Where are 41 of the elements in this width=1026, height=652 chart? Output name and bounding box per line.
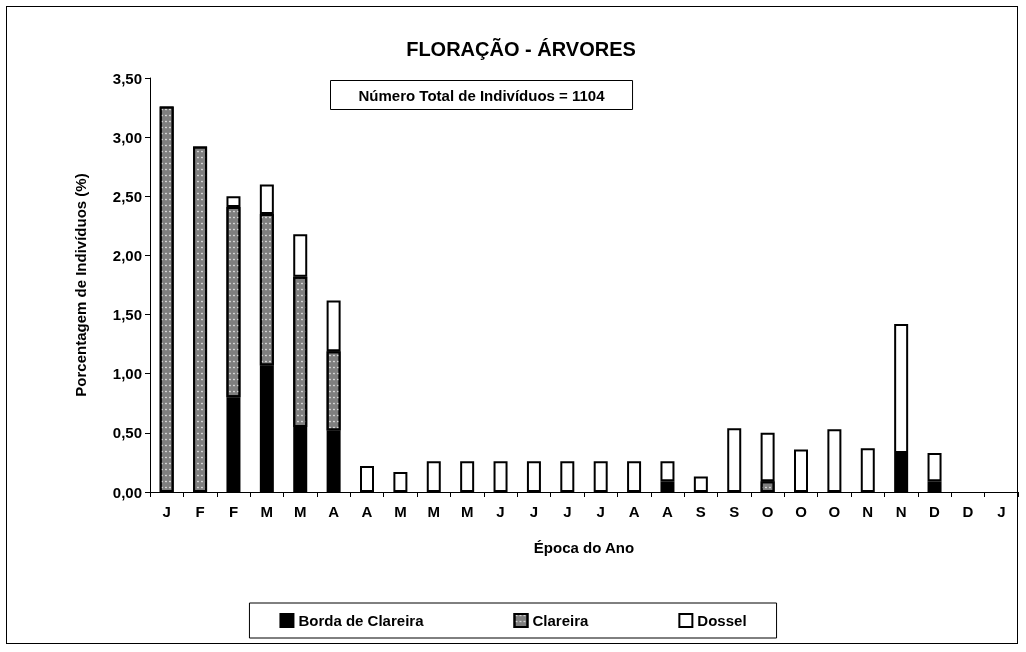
x-tick-label: O <box>761 503 774 520</box>
x-tick-label: A <box>328 503 340 520</box>
y-axis-title: Porcentagem de Indivíduos (%) <box>72 173 89 397</box>
x-tick-label: M <box>293 503 307 520</box>
x-tick-label: O <box>795 503 808 520</box>
legend-label: Clareira <box>532 612 590 629</box>
x-tick-label: D <box>962 503 974 520</box>
y-tick-label: 2,50 <box>112 187 142 205</box>
x-tick-label: J <box>496 503 505 520</box>
x-tick-label: F <box>228 503 239 520</box>
x-tick-label: N <box>895 503 907 520</box>
legend-label: Dossel <box>697 612 747 629</box>
chart-title: FLORAÇÃO - ÁRVORES <box>406 38 636 60</box>
x-tick-label: S <box>695 503 706 520</box>
y-tick-label: 0,00 <box>112 483 142 501</box>
x-tick-label: J <box>596 503 605 520</box>
x-tick-label: J <box>529 503 539 520</box>
y-tick-label: 3,00 <box>112 128 142 146</box>
x-tick-label: M <box>460 503 474 520</box>
x-tick-label: J <box>997 503 1006 520</box>
legend-label: Borda de Clareira <box>298 612 425 629</box>
x-tick-label: F <box>195 503 205 520</box>
x-axis-title: Época do Ano <box>533 539 635 556</box>
x-tick-label: N <box>862 503 874 520</box>
x-tick-label: A <box>628 503 640 520</box>
x-tick-label: D <box>929 503 941 520</box>
x-tick-label: M <box>394 503 407 520</box>
y-tick-label: 1,00 <box>112 365 142 383</box>
x-tick-label: A <box>361 503 373 520</box>
x-tick-label: M <box>260 503 274 520</box>
y-tick-label: 0,50 <box>112 424 142 442</box>
x-tick-label: S <box>729 503 740 520</box>
x-tick-label: J <box>162 503 171 520</box>
x-tick-label: M <box>427 503 441 520</box>
annotation: Número Total de Indivíduos = 1104 <box>358 86 606 104</box>
x-tick-label: A <box>662 503 674 520</box>
y-tick-label: 3,50 <box>112 69 142 87</box>
x-tick-label: J <box>563 503 572 520</box>
y-tick-label: 1,50 <box>112 306 142 324</box>
y-tick-label: 2,00 <box>112 246 142 264</box>
x-tick-label: O <box>828 503 841 520</box>
